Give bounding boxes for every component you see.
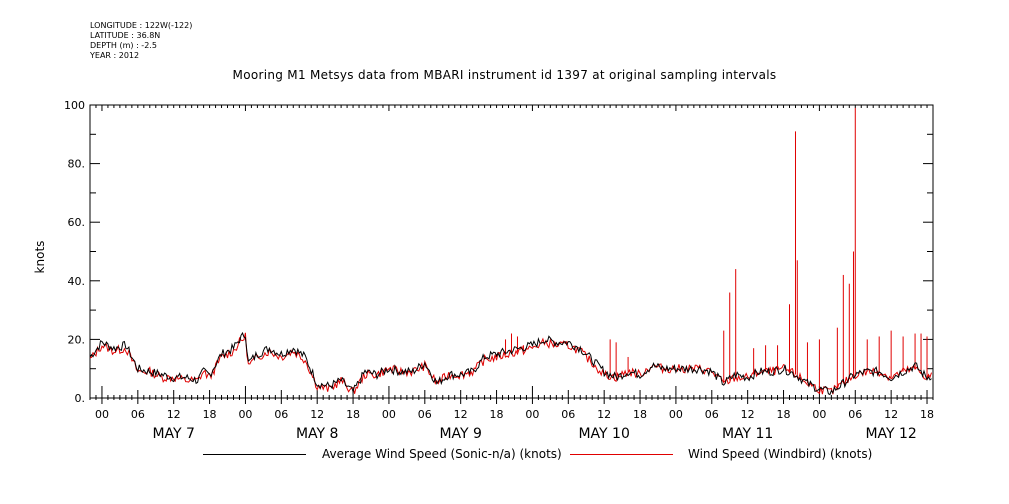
x-tick-labels: 00 06 12 18 00 06 12 18 00 06 12 18 00 06 12 18 00 06 12 18…	[95, 408, 1009, 442]
legend-label-sonic: Average Wind Speed (Sonic-n/a) (knots)	[322, 447, 562, 461]
meta-year: YEAR : 2012	[90, 51, 140, 60]
x-tick-label: 00	[95, 408, 109, 421]
x-tick-label: 06	[274, 408, 288, 421]
x-tick-label: 06	[705, 408, 719, 421]
chart-title: Mooring M1 Metsys data from MBARI instru…	[232, 68, 777, 82]
day-label: MAY 7	[152, 426, 194, 442]
series-line-0	[89, 331, 932, 396]
meta-latitude: LATITUDE : 36.8N	[90, 31, 161, 40]
x-tick-label: 06	[418, 408, 432, 421]
day-label: MAY 11	[722, 426, 773, 442]
day-label: MAY 8	[296, 426, 338, 442]
y-tick-label: 0.	[75, 392, 86, 405]
x-tick-label: 12	[454, 408, 468, 421]
x-tick-label: 00	[812, 408, 826, 421]
x-tick-label: 06	[561, 408, 575, 421]
meta-depth: DEPTH (m) : -2.5	[90, 41, 157, 50]
y-tick-label: 40.	[68, 275, 86, 288]
x-tick-label: 12	[310, 408, 324, 421]
legend-line-sonic	[203, 454, 306, 455]
day-label: MAY 12	[865, 426, 916, 442]
day-label: MAY 9	[439, 426, 481, 442]
x-tick-label: 12	[597, 408, 611, 421]
x-tick-label: 12	[884, 408, 898, 421]
x-tick-label: 18	[777, 408, 791, 421]
y-tick-labels: 0. 20. 40. 60. 80. 100	[64, 99, 85, 405]
x-tick-label: 18	[346, 408, 360, 421]
x-tick-label: 00	[525, 408, 539, 421]
x-tick-label: 18	[633, 408, 647, 421]
meta-longitude: LONGITUDE : 122W(-122)	[90, 21, 193, 30]
legend-line-windbird	[570, 454, 673, 455]
y-tick-label: 20.	[68, 333, 86, 346]
legend-label-windbird: Wind Speed (Windbird) (knots)	[688, 447, 873, 461]
series-lines	[89, 107, 932, 396]
x-tick-label: 12	[741, 408, 755, 421]
day-label: MAY 10	[578, 426, 629, 442]
x-tick-label: 00	[238, 408, 252, 421]
x-tick-label: 06	[131, 408, 145, 421]
axis-ticks	[89, 104, 934, 404]
x-tick-label: 18	[203, 408, 217, 421]
x-tick-label: 18	[490, 408, 504, 421]
x-tick-label: 00	[669, 408, 683, 421]
y-tick-label: 60.	[68, 216, 86, 229]
x-tick-label: 06	[848, 408, 862, 421]
x-tick-label: 18	[920, 408, 934, 421]
x-tick-label: 00	[382, 408, 396, 421]
y-tick-label: 100	[64, 99, 85, 112]
x-tick-label: 12	[167, 408, 181, 421]
y-tick-label: 80.	[68, 158, 86, 171]
